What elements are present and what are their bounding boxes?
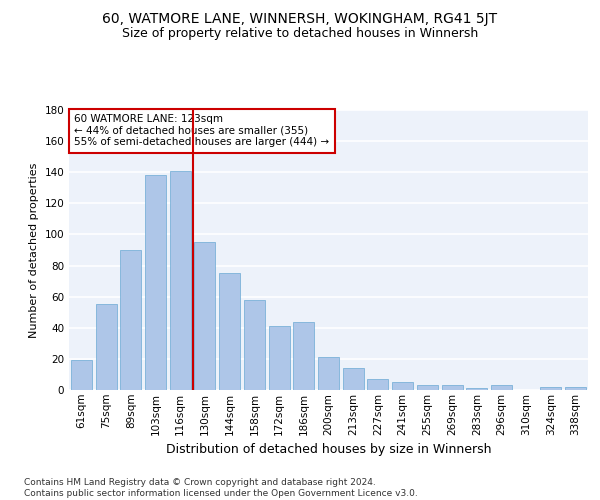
Text: 60 WATMORE LANE: 123sqm
← 44% of detached houses are smaller (355)
55% of semi-d: 60 WATMORE LANE: 123sqm ← 44% of detache…: [74, 114, 329, 148]
Bar: [244, 300, 265, 390]
Bar: [170, 170, 191, 390]
Text: Contains HM Land Registry data © Crown copyright and database right 2024.
Contai: Contains HM Land Registry data © Crown c…: [24, 478, 418, 498]
Bar: [269, 326, 290, 390]
Bar: [120, 250, 141, 390]
Bar: [95, 304, 116, 390]
Bar: [442, 386, 463, 390]
Bar: [71, 360, 92, 390]
Text: 60, WATMORE LANE, WINNERSH, WOKINGHAM, RG41 5JT: 60, WATMORE LANE, WINNERSH, WOKINGHAM, R…: [103, 12, 497, 26]
Bar: [392, 382, 413, 390]
Bar: [145, 176, 166, 390]
Bar: [293, 322, 314, 390]
Bar: [541, 387, 562, 390]
Bar: [565, 387, 586, 390]
Bar: [318, 358, 339, 390]
Bar: [343, 368, 364, 390]
Bar: [194, 242, 215, 390]
Text: Size of property relative to detached houses in Winnersh: Size of property relative to detached ho…: [122, 28, 478, 40]
Bar: [466, 388, 487, 390]
Bar: [417, 386, 438, 390]
Bar: [491, 386, 512, 390]
Bar: [367, 379, 388, 390]
X-axis label: Distribution of detached houses by size in Winnersh: Distribution of detached houses by size …: [166, 443, 491, 456]
Y-axis label: Number of detached properties: Number of detached properties: [29, 162, 39, 338]
Bar: [219, 274, 240, 390]
